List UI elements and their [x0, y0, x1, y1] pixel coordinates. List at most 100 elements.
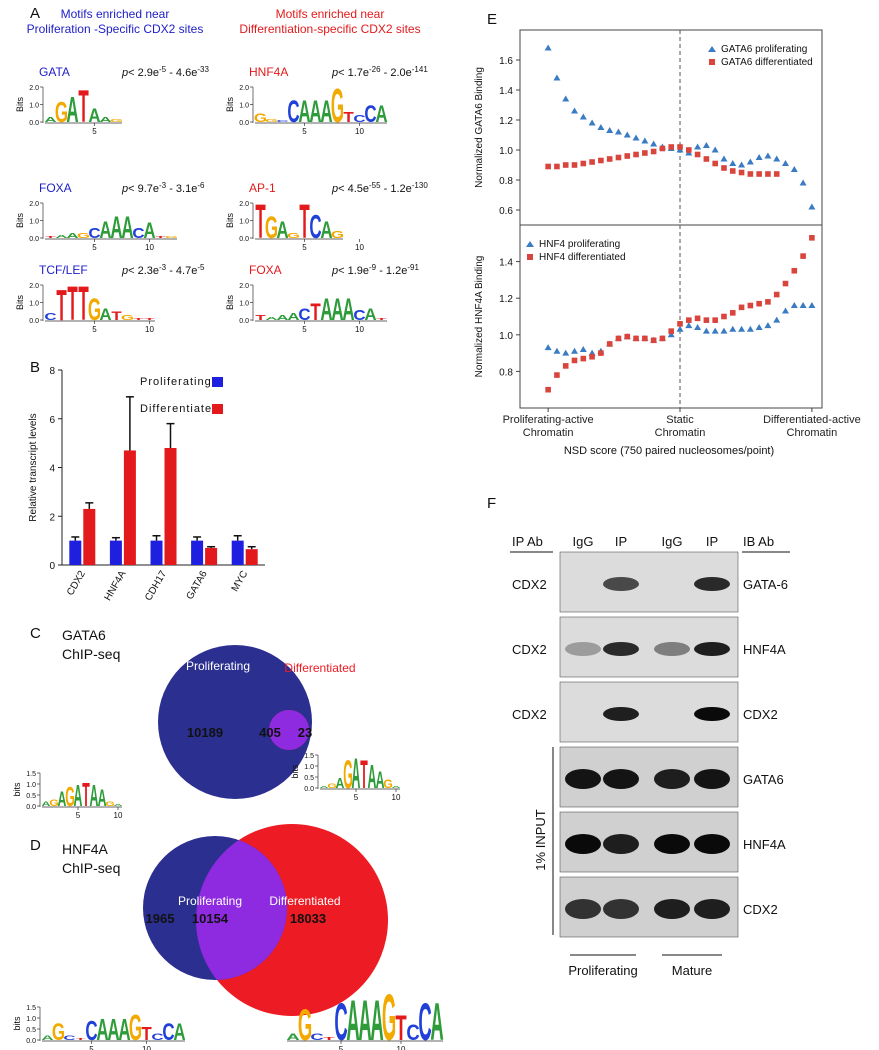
- logo-letter: A: [99, 305, 111, 324]
- motif-column-title: Motifs enriched near: [61, 7, 170, 21]
- marker: [686, 147, 692, 153]
- logo-x-tick-label: 10: [392, 793, 401, 802]
- logo-letter: A: [74, 778, 83, 812]
- logo-letter: G: [121, 313, 134, 321]
- y-tick-label: 1.0: [499, 331, 513, 342]
- marker: [755, 154, 763, 160]
- group-label: Mature: [672, 963, 712, 978]
- venn-count: 18033: [290, 911, 326, 926]
- logo-letter: C: [63, 1034, 75, 1041]
- p-value: p< 9.7e-3 - 3.1e-6: [121, 181, 205, 196]
- marker: [606, 341, 613, 347]
- y-tick-label: 1.2: [499, 294, 513, 305]
- logo-letter: G: [265, 211, 278, 246]
- logo-x-tick-label: 10: [142, 1045, 151, 1050]
- marker: [668, 144, 675, 150]
- logo-y-tick-label: 0.5: [26, 793, 36, 800]
- logo-y-tick-label: 2.0: [239, 283, 249, 290]
- ip-row-label: CDX2: [512, 642, 547, 657]
- logo-letter: A: [143, 219, 155, 244]
- logo-letter: C: [310, 1033, 324, 1043]
- blot-band: [603, 642, 639, 656]
- logo-letter: A: [118, 1014, 130, 1047]
- blot-band: [565, 834, 601, 854]
- logo-y-label: Bits: [15, 97, 25, 113]
- logo-letter: C: [162, 1019, 174, 1046]
- logo-letter: T: [78, 82, 88, 132]
- p-value-part: p: [331, 183, 338, 195]
- logo-letter: A: [276, 313, 289, 321]
- logo-y-tick-label: 0.0: [304, 786, 314, 793]
- venn-title: ChIP-seq: [62, 646, 120, 662]
- marker: [790, 302, 798, 309]
- marker: [808, 203, 816, 210]
- marker: [720, 327, 728, 334]
- blot-band: [603, 834, 639, 854]
- blot-band: [654, 834, 690, 854]
- y-tick-label: 1.6: [499, 56, 513, 67]
- y-tick-label: 1.4: [499, 258, 513, 269]
- logo-letter: G: [287, 231, 300, 239]
- marker: [738, 169, 745, 176]
- ib-row-label: GATA6: [743, 772, 784, 787]
- legend-marker: [709, 59, 715, 65]
- p-value-part: -91: [407, 263, 419, 272]
- logo-letter: G: [52, 1019, 65, 1046]
- logo-letter: A: [55, 234, 67, 239]
- logo-y-label: Bits: [15, 213, 25, 229]
- marker: [554, 163, 560, 170]
- p-value-part: < 4.5e: [338, 183, 369, 195]
- legend-marker: [527, 254, 533, 260]
- p-value-part: p: [331, 265, 338, 277]
- p-value-part: < 1.9e: [338, 265, 369, 277]
- logo-letter: C: [309, 208, 321, 246]
- marker: [614, 128, 622, 135]
- logo-letter: A: [320, 293, 332, 328]
- logo-x-tick-label: 5: [92, 127, 97, 136]
- blot-band: [565, 642, 601, 656]
- blot-band: [603, 899, 639, 919]
- motif-column-title: Differentiation-specific CDX2 sites: [239, 22, 420, 36]
- y-tick-label: 0.8: [499, 176, 513, 187]
- logo-y-tick-label: 2.0: [29, 85, 39, 92]
- marker: [589, 159, 595, 165]
- logo-y-label: Bits: [225, 97, 235, 113]
- logo-letter: G: [298, 1001, 312, 1050]
- motif-column-title: Motifs enriched near: [276, 7, 385, 21]
- logo-x-tick-label: 5: [302, 243, 307, 252]
- marker: [641, 137, 649, 144]
- logo-y-tick-label: 1.0: [29, 219, 39, 226]
- blot-band: [654, 642, 690, 656]
- logo-x-tick-label: 10: [145, 325, 154, 334]
- group-label: Proliferating: [568, 963, 637, 978]
- y-tick-label: 0.6: [499, 206, 513, 217]
- marker: [571, 347, 579, 354]
- logo-y-tick-label: 1.0: [26, 782, 36, 789]
- ib-row-label: CDX2: [743, 707, 778, 722]
- p-value-part: p: [121, 265, 128, 277]
- marker: [782, 307, 790, 314]
- panel-label: E: [487, 11, 497, 28]
- lane-label: IP: [615, 534, 627, 549]
- blot-band: [654, 899, 690, 919]
- logo-letter: A: [173, 1019, 185, 1046]
- blot-band: [694, 642, 730, 656]
- p-value-part: -5: [197, 263, 205, 272]
- marker: [711, 327, 719, 334]
- logo-y-tick-label: 2.0: [29, 201, 39, 208]
- venn-count: 10189: [187, 725, 223, 740]
- input-label: 1% INPUT: [533, 809, 548, 870]
- marker: [562, 349, 570, 356]
- p-value-part: - 4.7e: [166, 265, 197, 277]
- logo-letter: G: [88, 293, 101, 328]
- logo-letter: A: [346, 989, 359, 1050]
- logo-x-tick-label: 5: [76, 811, 81, 820]
- logo-letter: A: [309, 95, 321, 130]
- p-value-part: -130: [412, 181, 429, 190]
- lane-label: IgG: [573, 534, 594, 549]
- logo-letter: A: [90, 778, 99, 812]
- logo-letter: A: [336, 774, 345, 792]
- motif-name: GATA: [39, 65, 70, 79]
- marker: [579, 345, 587, 352]
- marker: [773, 316, 781, 323]
